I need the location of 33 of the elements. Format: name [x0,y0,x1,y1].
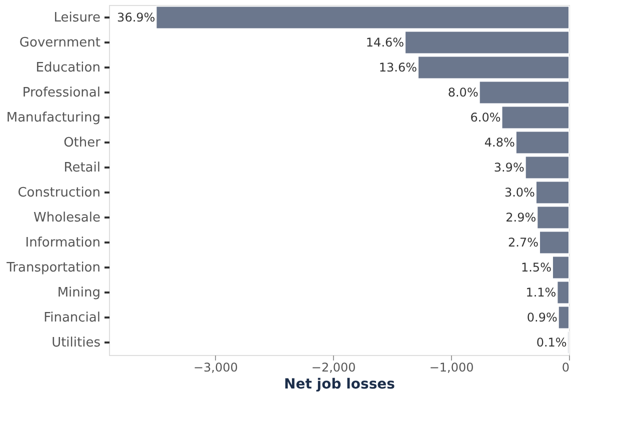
y-tick-label: Information [25,236,100,250]
annotation: 3.9% [494,160,524,174]
y-tick-label: Government [19,36,100,50]
y-tick-label: Construction [18,186,100,200]
y-tick-label: Utilities [52,336,101,350]
y-tick-label: Professional [22,86,100,100]
annotation: 2.7% [508,236,539,250]
y-tick-label: Wholesale [33,210,100,226]
y-tick-label: Leisure [54,10,100,26]
y-tick-label: Manufacturing [6,110,100,126]
y-tick-label: Mining [57,286,100,300]
x-axis-title: Net job losses [284,376,396,392]
y-tick-label: Education [36,60,100,76]
annotation: 6.0% [470,110,501,124]
annotation: 14.6% [366,36,404,50]
annotation: 0.1% [536,336,567,350]
annotation: 8.0% [448,86,478,100]
y-tick-label: Financial [44,310,100,326]
annotation: 1.5% [520,260,552,274]
x-tick-label: −3,000 [193,360,238,374]
annotation: 3.0% [504,186,535,200]
annotation: 36.9% [117,10,156,24]
y-tick-label: Retail [64,160,100,176]
annotation: 1.1% [526,286,556,300]
y-tick-label: Transportation [6,260,100,276]
y-tick-label: Other [64,136,102,150]
x-tick-label: 0 [562,360,570,374]
annotation: 4.8% [484,136,515,150]
x-tick-label: −1,000 [429,360,474,374]
annotation: 2.9% [506,210,536,224]
annotation: 0.9% [526,310,558,324]
annotation: 13.6% [378,60,418,74]
x-tick-label: −2,000 [311,360,356,374]
